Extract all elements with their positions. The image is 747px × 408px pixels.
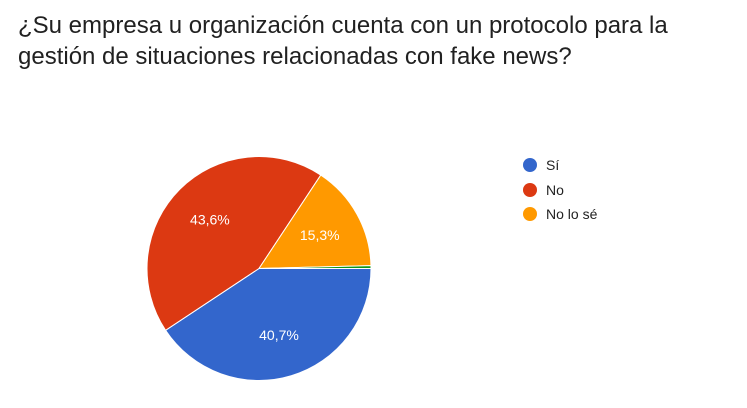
- chart-title: ¿Su empresa u organización cuenta con un…: [18, 12, 668, 70]
- legend-swatch-si: [523, 158, 537, 173]
- legend-item-no-lo-se[interactable]: No lo sé: [523, 202, 597, 227]
- legend-swatch-no-lo-se: [523, 207, 537, 222]
- legend-label-si: Sí: [546, 157, 560, 174]
- pie-slice-no[interactable]: [146, 156, 322, 331]
- pie-label-no-lo-se: 15,3%: [300, 227, 340, 243]
- chart-legend: Sí No No lo sé: [523, 153, 597, 227]
- pie-label-no: 43,6%: [190, 211, 230, 227]
- pie-label-si: 40,7%: [259, 327, 299, 343]
- legend-item-si[interactable]: Sí: [523, 153, 597, 178]
- legend-label-no-lo-se: No lo sé: [546, 206, 598, 223]
- legend-item-no[interactable]: No: [523, 178, 597, 203]
- pie-slice-other[interactable]: [258, 265, 372, 269]
- legend-swatch-no: [523, 182, 537, 197]
- pie-slice-no-lo-se[interactable]: [258, 174, 372, 270]
- legend-label-no: No: [546, 181, 564, 198]
